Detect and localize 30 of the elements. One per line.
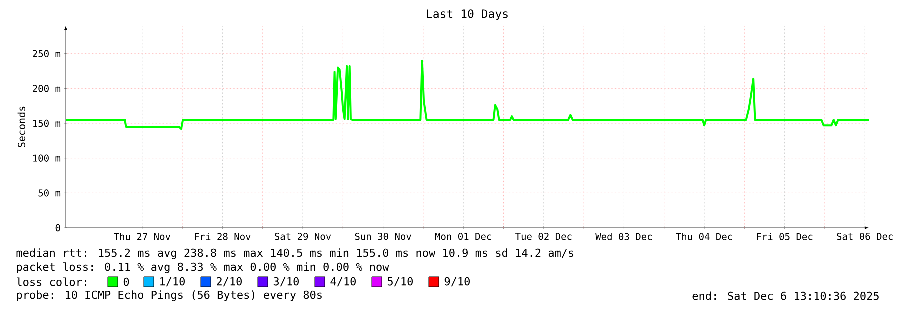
legend-label: 5/10 [388,277,413,287]
x-tick-label: Wed 03 Dec [596,233,652,240]
x-tick-label: Sun 30 Nov [355,233,412,240]
legend-label: 4/10 [330,277,356,287]
legend-label: 9/10 [444,277,470,287]
y-tick-label: 100 m [34,154,61,162]
text: packet loss: 0.11 % avg 8.33 % max 0.00 % min 0.00 % now [17,262,390,274]
x-tick-label: Sat 06 Dec [837,233,893,240]
x-tick-label: Fri 28 Nov [195,233,251,240]
text: probe: 10 ICMP Echo Pings (56 Bytes) every 80s [17,290,322,302]
legend-title: loss color: [17,278,86,286]
legend-label: 1/10 [160,277,185,287]
y-tick-label: 150 m [34,120,61,128]
x-tick-label: Thu 04 Dec [676,233,732,240]
text: median rtt: 155.2 ms avg 238.8 ms max 140.5 ms min 155.0 ms now 10.9 ms sd 14.2 am/s [16,248,574,260]
chart-title: Last 10 Days [427,10,508,20]
y-tick-label: 50 m [38,190,61,197]
x-tick-label: Tue 02 Dec [516,233,572,240]
x-tick-label: Fri 05 Dec [757,233,813,240]
text: end: Sat Dec 6 13:10:36 2025 [692,292,879,300]
y-tick-label: 0 [56,224,60,232]
legend-label: 0 [124,278,130,286]
y-axis-title: Seconds [18,106,26,148]
x-tick-label: Thu 27 Nov [114,233,171,240]
legend-label: 3/10 [274,277,299,287]
legend-label: 2/10 [217,277,242,287]
x-tick-label: Sat 29 Nov [275,233,332,240]
y-tick-label: 200 m [33,85,61,92]
y-tick-label: 250 m [33,50,61,58]
x-tick-label: Mon 01 Dec [435,233,492,240]
